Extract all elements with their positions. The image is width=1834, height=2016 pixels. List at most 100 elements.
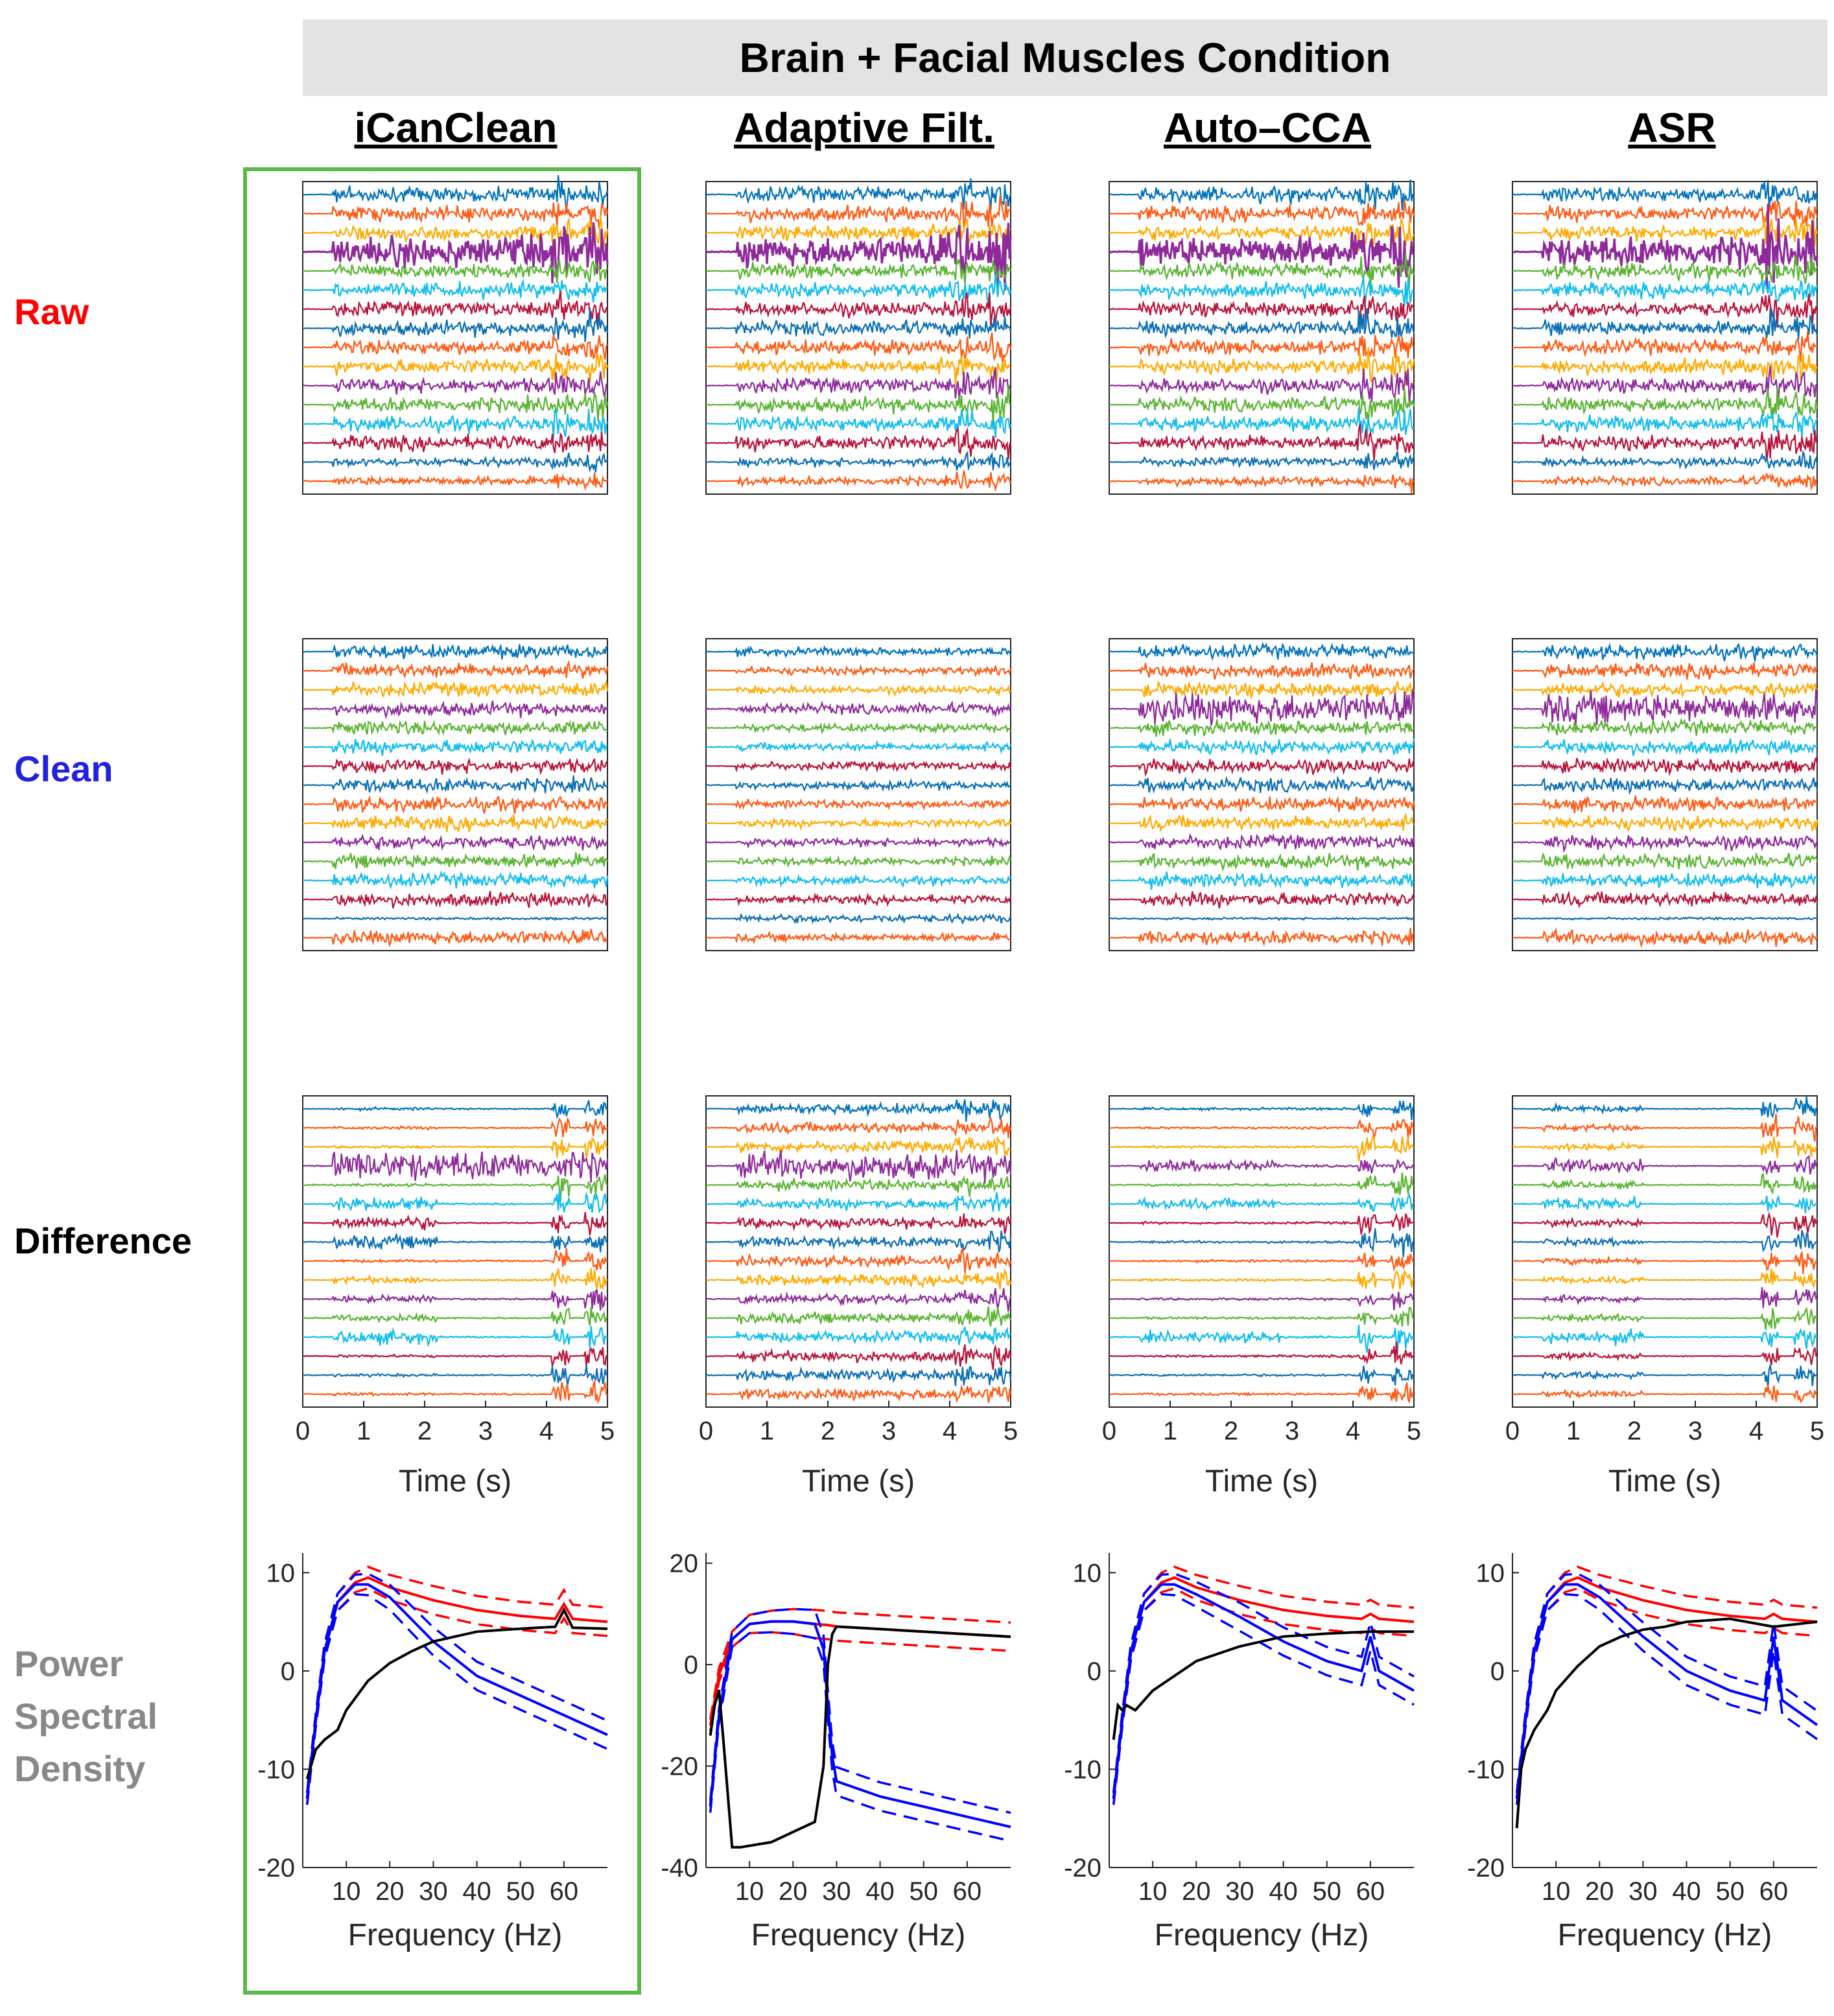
channel-trace [1109,335,1415,359]
channel-trace [302,1248,608,1270]
psd-raw-line [709,1620,1011,1726]
channel-trace [302,174,609,213]
channel-trace [1109,423,1415,462]
channel-trace [1109,1100,1415,1121]
channel-trace [705,930,1011,945]
psd-difference-line [305,1607,608,1780]
channel-trace [302,353,609,383]
channel-trace [1109,407,1415,438]
y-tick-label: 10 [266,1559,296,1587]
row-label-psd: Power Spectral Density [14,1637,158,1796]
psd-raw-ci-lower [1112,1587,1415,1805]
psd-clean-line [1112,1583,1415,1799]
x-tick-label: 1 [357,1417,371,1445]
channel-trace [705,470,1012,492]
x-tick-label: 20 [375,1877,405,1906]
channel-trace [705,1288,1012,1312]
x-tick-label: 5 [1407,1417,1421,1445]
x-axis-label: Time (s) [1608,1464,1721,1499]
channel-trace [1109,641,1415,661]
method-title-auto-cca: Auto–CCA [1164,104,1371,151]
channel-trace [1109,1324,1415,1353]
channel-trace [705,645,1012,658]
channel-trace [705,222,1012,296]
x-tick-label: 2 [821,1417,835,1445]
channel-trace [302,775,608,794]
psd-clean-line [305,1583,608,1799]
channel-trace [1109,253,1415,289]
channel-trace [1109,1342,1415,1365]
psd-raw-ci-upper [305,1565,608,1793]
x-tick-label: 50 [506,1877,535,1906]
icanclean-highlight-box [243,167,641,1995]
channel-trace [1512,872,1818,889]
row-label-raw: Raw [14,291,89,332]
timeseries-panel-difference-icanclean: 0 1 2 3 4 5 Time (s) [296,1095,615,1499]
channel-trace [705,409,1012,438]
channel-trace [705,836,1011,849]
channel-trace [1109,388,1415,424]
channel-trace [1109,927,1415,947]
psd-clean-ci-upper [1515,1572,1818,1793]
channel-trace [1512,180,1818,209]
channel-trace [1512,1268,1818,1288]
psd-raw-ci-lower [305,1587,608,1805]
psd-clean-line [1515,1583,1818,1799]
x-tick-label: 40 [462,1877,491,1906]
channel-trace [1512,216,1818,248]
channel-trace [302,453,608,473]
channel-trace [1109,1252,1415,1272]
channel-trace [302,1380,608,1405]
channel-trace [705,332,1012,363]
channel-trace [302,1325,608,1349]
panel-frame [302,181,608,495]
x-tick-label: 30 [822,1877,851,1906]
y-tick-label: 0 [1490,1657,1505,1686]
channel-trace [302,890,608,909]
channel-trace [1109,474,1415,494]
channel-trace [1109,833,1415,851]
channel-trace [705,273,1012,303]
x-tick-label: 40 [865,1877,895,1906]
channel-trace [302,1365,607,1386]
channel-trace [1109,719,1415,737]
channel-trace [705,873,1011,888]
psd-clean-ci-lower [1112,1593,1415,1805]
channel-trace [1512,1096,1818,1119]
x-tick-label: 5 [1810,1417,1824,1445]
y-tick-label: 0 [684,1651,698,1679]
channel-trace [705,1384,1012,1404]
channel-trace [705,739,1012,755]
psd-panel-icanclean: 10 0 -10 -20 10 20 30 40 50 60 Frequency (Hz) [257,1553,608,1952]
y-tick-label: 10 [1476,1559,1505,1587]
y-tick-label: -20 [257,1854,295,1882]
channel-trace [1512,200,1818,227]
x-tick-label: 3 [478,1417,493,1445]
channel-trace [302,795,608,814]
channel-trace [302,1347,608,1367]
channel-trace [1109,872,1415,890]
channel-trace [705,759,1012,773]
psd-clean-ci-upper [1112,1572,1415,1793]
channel-trace [1512,1172,1818,1195]
x-tick-label: 4 [943,1417,957,1445]
channel-trace [1512,386,1818,418]
y-tick-label: -40 [661,1854,698,1882]
x-tick-label: 10 [1138,1877,1168,1906]
channel-trace [1109,681,1415,700]
channel-trace [1109,1213,1415,1235]
channel-trace [705,1213,1012,1235]
x-tick-label: 2 [1627,1417,1641,1445]
psd-raw-ci-upper [709,1607,1011,1720]
x-tick-label: 10 [735,1877,764,1906]
channel-trace [705,1366,1012,1386]
y-tick-label: -20 [661,1753,698,1781]
channel-trace [1512,738,1818,756]
channel-trace [302,679,609,698]
x-axis-label: Time (s) [399,1464,511,1499]
channel-trace [302,215,609,248]
channel-trace [1109,1291,1415,1310]
channel-trace [302,852,608,870]
channel-trace [1109,1136,1415,1162]
